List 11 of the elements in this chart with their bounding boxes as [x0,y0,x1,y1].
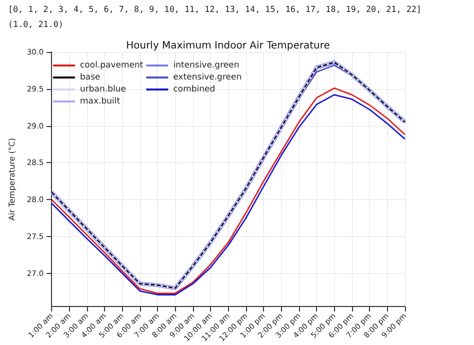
legend-label: intensive.green [173,60,240,70]
legend-label: max.built [80,96,121,106]
y-axis-title: Air Temperature (°C) [8,138,16,221]
chart-title: Hourly Maximum Indoor Air Temperature [126,40,330,52]
legend-label: cool.pavement [80,60,144,70]
legend-label: combined [173,84,216,94]
legend-label: base [80,72,100,82]
text: [0, 1, 2, 3, 4, 5, 6, 7, 8, 9, 10, 11, 12, 13, 14, 15, 16, 17, 18, 19, 20, 21, 22] [8,4,422,14]
legend-label: extensive.green [173,72,242,82]
text: (1.0, 21.0) [8,19,64,29]
legend-label: urban.blue [80,84,126,94]
